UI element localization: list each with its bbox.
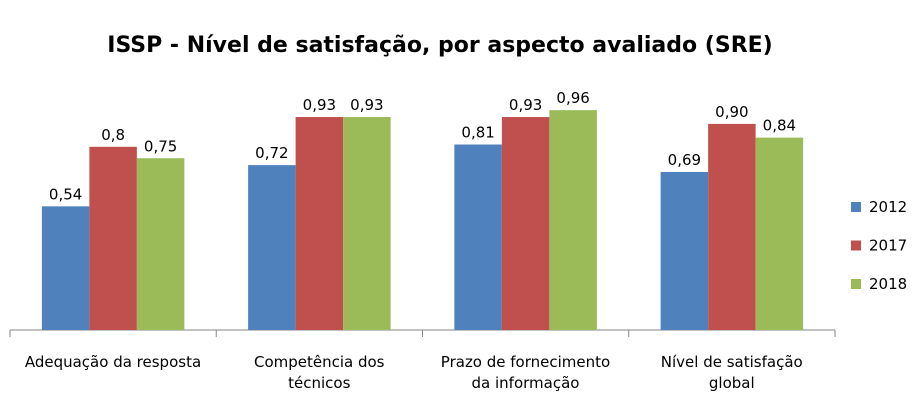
x-tick-label: Competência dos técnicos	[253, 353, 385, 392]
data-label: 0,81	[461, 124, 494, 142]
data-label: 0,69	[668, 151, 701, 169]
data-label: 0,54	[49, 185, 82, 203]
legend-label: 2018	[869, 275, 907, 293]
bar	[248, 165, 296, 330]
bar	[41, 206, 90, 330]
bar	[549, 110, 597, 330]
data-label: 0,96	[556, 89, 589, 107]
data-label: 0,90	[715, 103, 748, 121]
bar	[660, 171, 709, 330]
x-tick-label: Prazo de fornecimento da informação	[440, 353, 611, 392]
bar	[89, 146, 137, 330]
bar	[501, 117, 550, 330]
bar	[295, 117, 344, 330]
legend-label: 2017	[869, 237, 907, 255]
legend-swatch	[851, 240, 861, 251]
bar	[136, 158, 185, 330]
data-label: 0,93	[303, 96, 336, 114]
legend-label: 2012	[869, 198, 907, 216]
x-tick-label: Adequação da resposta	[24, 353, 202, 371]
bar	[708, 123, 756, 331]
bar	[454, 144, 502, 330]
bar	[755, 137, 804, 330]
bar	[343, 117, 391, 330]
chart-title: ISSP - Nível de satisfação, por aspecto …	[107, 33, 772, 58]
data-label: 0,75	[144, 137, 177, 155]
legend-swatch	[851, 202, 861, 212]
data-label: 0,84	[763, 117, 796, 135]
legend-swatch	[851, 279, 861, 289]
x-tick-label: Nível de satisfação global	[660, 353, 803, 392]
data-label: 0,72	[255, 144, 288, 162]
data-label: 0,93	[509, 96, 542, 114]
data-label: 0,93	[350, 96, 383, 114]
data-label: 0,8	[101, 126, 125, 144]
